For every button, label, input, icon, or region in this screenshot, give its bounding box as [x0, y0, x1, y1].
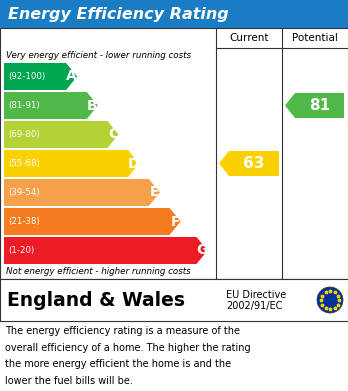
Text: G: G	[196, 244, 208, 258]
Text: Not energy efficient - higher running costs: Not energy efficient - higher running co…	[6, 267, 191, 276]
Text: (69-80): (69-80)	[8, 130, 40, 139]
Polygon shape	[4, 150, 139, 177]
Text: (92-100): (92-100)	[8, 72, 45, 81]
Text: F: F	[171, 215, 180, 228]
Text: B: B	[87, 99, 97, 113]
Text: (1-20): (1-20)	[8, 246, 34, 255]
Text: Energy Efficiency Rating: Energy Efficiency Rating	[8, 7, 229, 22]
Bar	[0, 0, 348, 28]
Text: 2002/91/EC: 2002/91/EC	[226, 301, 282, 311]
Polygon shape	[4, 237, 207, 264]
Text: EU Directive: EU Directive	[226, 290, 286, 300]
Text: England & Wales: England & Wales	[7, 291, 185, 310]
Polygon shape	[4, 63, 77, 90]
Text: (21-38): (21-38)	[8, 217, 40, 226]
Polygon shape	[219, 151, 279, 176]
Text: Very energy efficient - lower running costs: Very energy efficient - lower running co…	[6, 50, 191, 59]
Polygon shape	[4, 208, 181, 235]
Text: E: E	[150, 185, 159, 199]
Polygon shape	[285, 93, 344, 118]
Text: D: D	[128, 156, 140, 170]
Text: overall efficiency of a home. The higher the rating: overall efficiency of a home. The higher…	[5, 343, 251, 353]
Polygon shape	[4, 92, 98, 119]
Text: (81-91): (81-91)	[8, 101, 40, 110]
Text: C: C	[108, 127, 118, 142]
Polygon shape	[4, 179, 160, 206]
Polygon shape	[4, 121, 119, 148]
Text: lower the fuel bills will be.: lower the fuel bills will be.	[5, 376, 133, 386]
Circle shape	[317, 287, 343, 313]
Text: Potential: Potential	[292, 33, 338, 43]
Text: the more energy efficient the home is and the: the more energy efficient the home is an…	[5, 359, 231, 369]
Bar	[0, 279, 348, 321]
Text: Current: Current	[229, 33, 269, 43]
Text: 63: 63	[243, 156, 265, 171]
Bar	[0, 28, 348, 279]
Text: The energy efficiency rating is a measure of the: The energy efficiency rating is a measur…	[5, 326, 240, 336]
Text: A: A	[66, 70, 77, 84]
Text: (55-68): (55-68)	[8, 159, 40, 168]
Text: 81: 81	[309, 98, 330, 113]
Text: (39-54): (39-54)	[8, 188, 40, 197]
